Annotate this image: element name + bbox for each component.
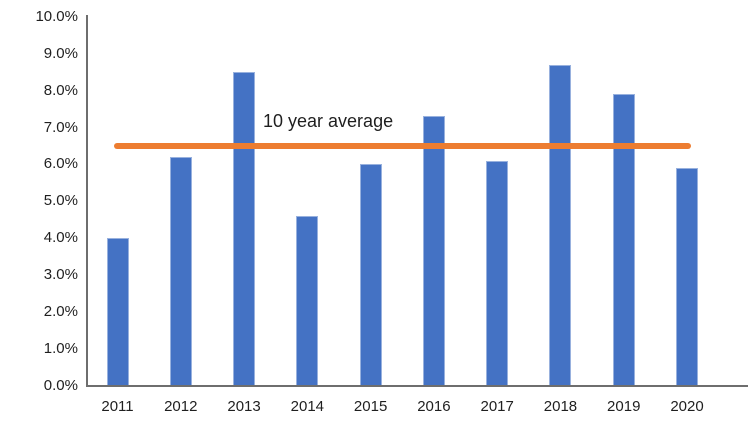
bar-2011 [106, 238, 129, 386]
x-tick-label: 2015 [353, 398, 388, 415]
bar-2012 [169, 157, 192, 386]
x-tick-label: 2013 [227, 398, 261, 415]
y-tick-label: 7.0% [43, 118, 78, 136]
y-tick-label: 4.0% [43, 229, 78, 247]
bar-2015 [359, 164, 382, 386]
bar-2017 [486, 160, 509, 386]
y-tick-label: 5.0% [43, 192, 78, 210]
bar-2018 [549, 64, 572, 386]
x-tick-label: 2017 [480, 398, 514, 415]
x-tick-label: 2016 [417, 398, 451, 415]
x-tick-label: 2020 [670, 398, 704, 415]
y-tick-label: 9.0% [43, 44, 78, 62]
y-tick-label: 6.0% [43, 155, 78, 173]
average-line-annotation: 10 year average [263, 111, 394, 131]
bar-2020 [676, 168, 699, 386]
x-tick-label: 2019 [607, 398, 641, 415]
y-tick-label: 2.0% [43, 302, 78, 320]
y-tick-label: 0.0% [43, 376, 78, 394]
y-axis-line [86, 15, 88, 386]
bar-2016 [422, 116, 445, 386]
x-tick-label: 2012 [164, 398, 198, 415]
y-tick-label: 1.0% [43, 339, 78, 357]
y-tick-label: 3.0% [43, 265, 78, 283]
x-tick-label: 2011 [101, 398, 134, 415]
y-tick-label: 10.0% [35, 8, 78, 25]
x-axis-line [86, 385, 748, 387]
bar-2013 [233, 72, 256, 386]
bar-2019 [612, 94, 635, 386]
bar-2014 [296, 215, 319, 386]
x-tick-label: 2018 [543, 398, 578, 415]
x-tick-label: 2014 [290, 398, 325, 415]
y-tick-label: 8.0% [43, 81, 78, 99]
average-line [113, 142, 692, 149]
